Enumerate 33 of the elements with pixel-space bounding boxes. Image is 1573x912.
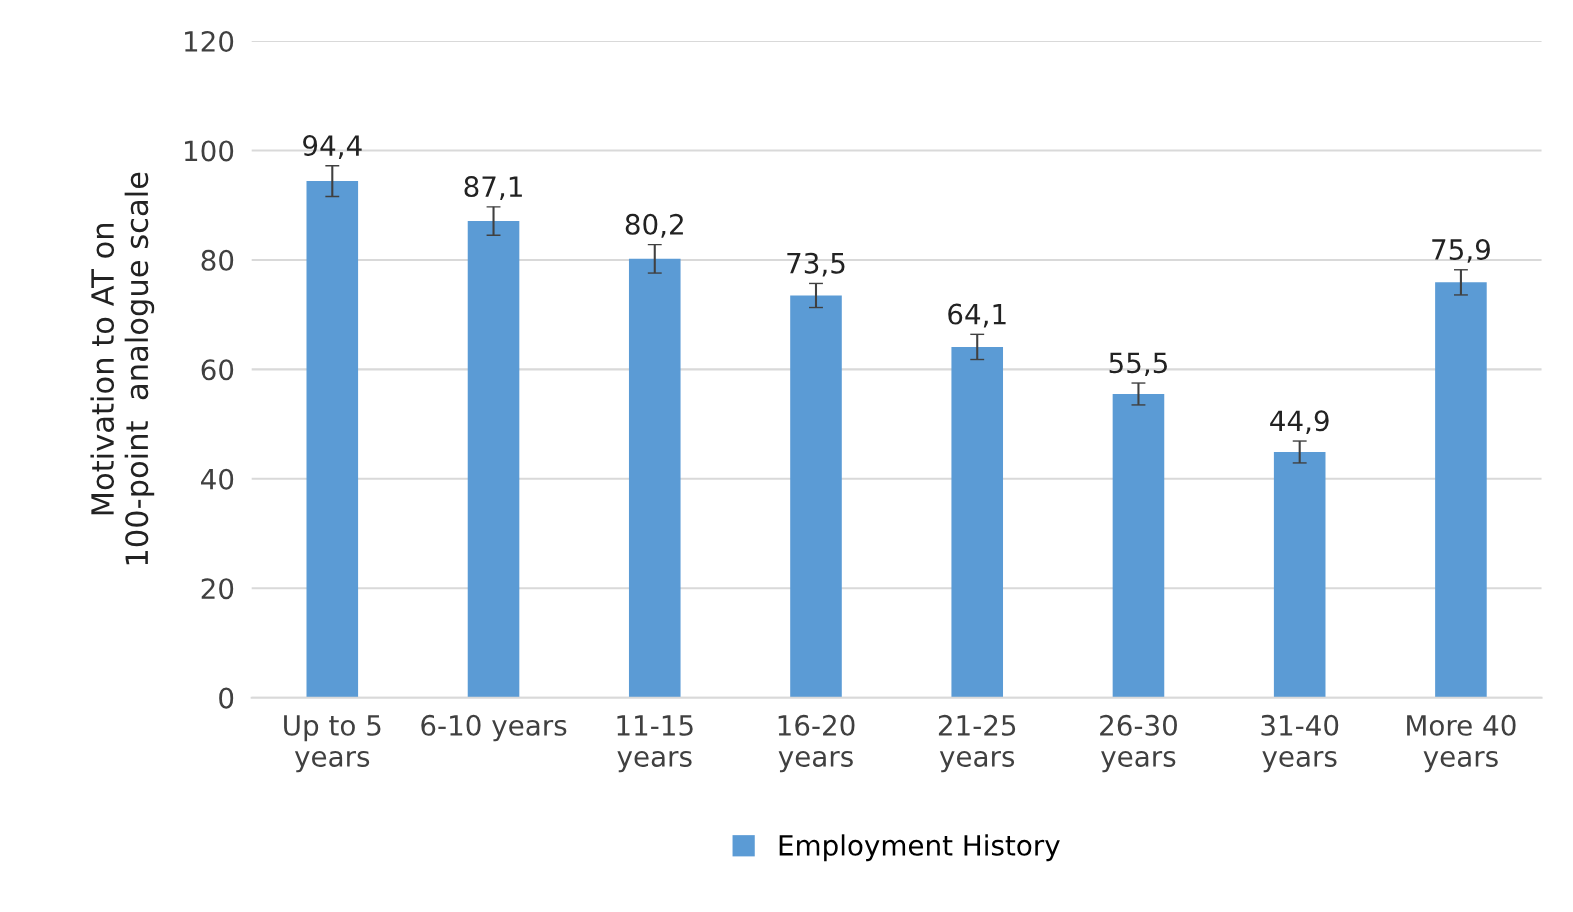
y-tick-label: 80	[201, 249, 234, 271]
y-tick-label: 20	[201, 578, 234, 600]
y-tick-label: 40	[201, 468, 234, 490]
y-tick-label: 60	[201, 359, 234, 381]
x-tick-label: 26-30 years	[1100, 714, 1177, 773]
x-tick-label: 21-25 years	[938, 714, 1016, 773]
x-tick-label: 31-40 years	[1261, 714, 1339, 773]
x-tick-label: More 40 years	[1407, 714, 1516, 773]
bar	[1273, 451, 1326, 698]
data-label: 87,1	[464, 176, 522, 200]
data-label: 94,4	[303, 135, 362, 159]
data-label: 80,2	[625, 213, 683, 238]
data-label: 75,9	[1432, 239, 1490, 263]
data-label: 55,5	[1109, 352, 1167, 377]
data-label: 73,5	[787, 252, 845, 277]
data-label: 64,1	[948, 303, 1006, 328]
bar	[790, 295, 842, 698]
bar	[1435, 282, 1487, 698]
data-label: 44,9	[1270, 410, 1329, 435]
y-axis-title: Motivation to AT on 100-point analogue scale	[90, 172, 155, 565]
bar	[1112, 393, 1165, 698]
bar	[306, 181, 359, 698]
x-tick-label: 11-15 years	[617, 715, 693, 773]
bar	[467, 221, 520, 698]
y-tick-label: 100	[185, 140, 234, 162]
y-tick-label: 0	[219, 687, 234, 709]
y-tick-label: 120	[185, 30, 234, 52]
x-tick-label: Up to 5 years	[284, 715, 381, 773]
x-tick-label: 6-10 years	[421, 714, 567, 742]
bar	[951, 346, 1004, 698]
x-tick-label: 16-20 years	[778, 714, 855, 773]
bar	[628, 258, 681, 698]
legend-label: Employment History	[779, 834, 1060, 862]
